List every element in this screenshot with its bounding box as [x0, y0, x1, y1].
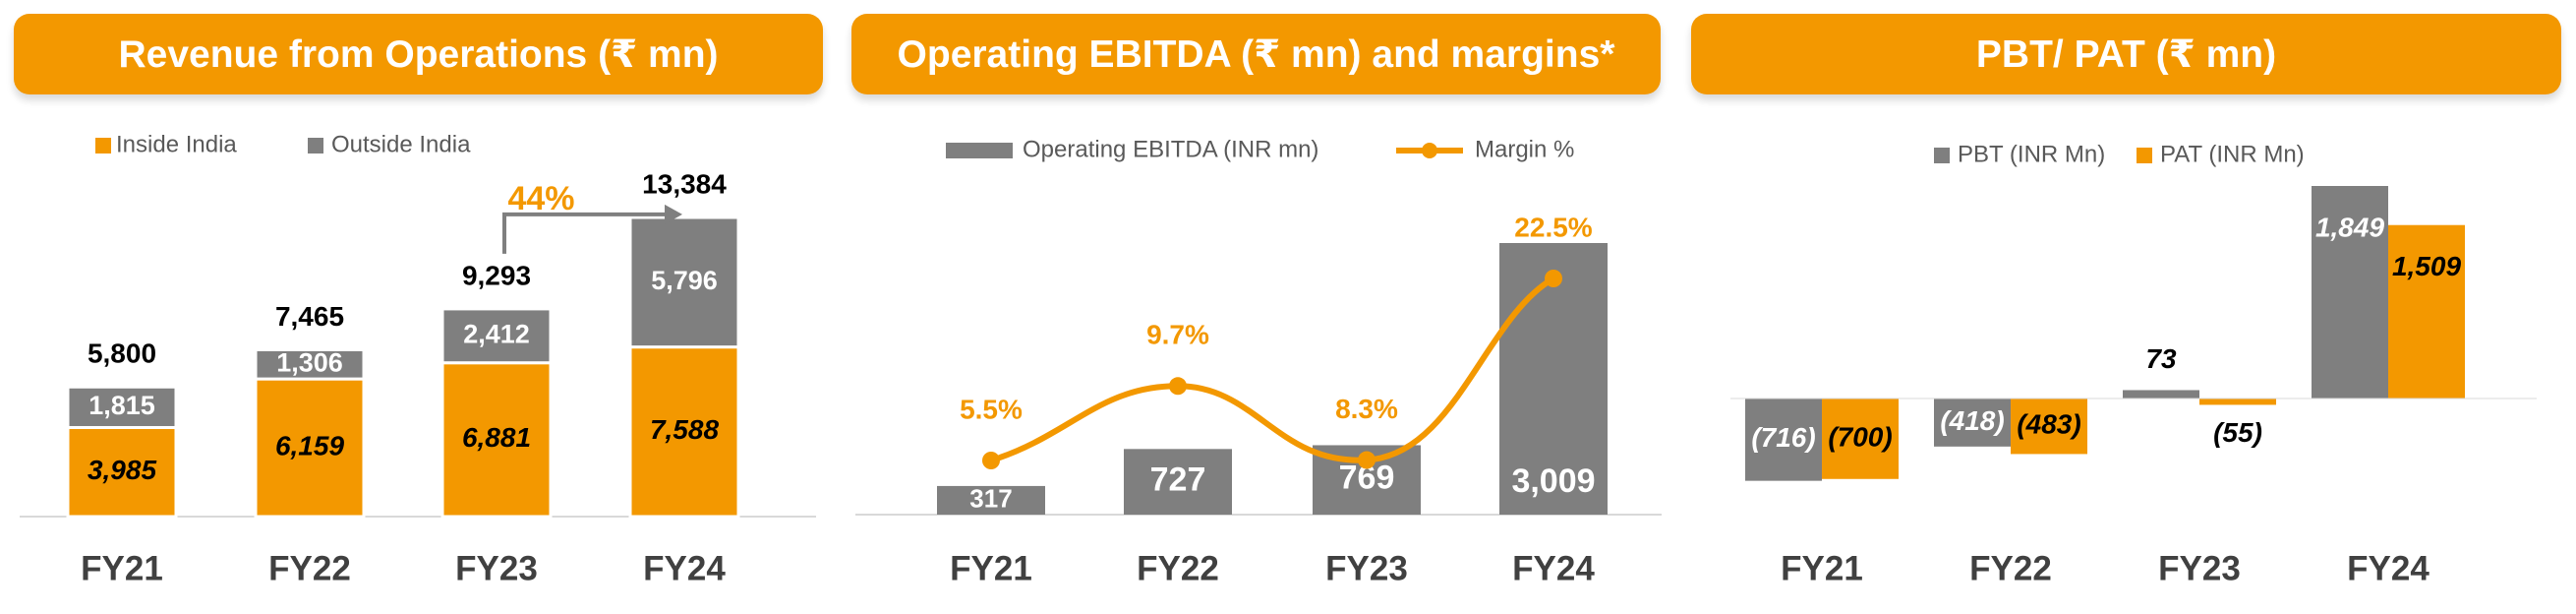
- ebitda-category-label: FY23: [1325, 549, 1408, 587]
- legend-swatch-ebitda: [946, 143, 1013, 158]
- ebitda-bar: [937, 485, 1045, 515]
- pbt-pat-category-label: FY22: [1969, 549, 2052, 587]
- pbt-pat-category-label: FY23: [2158, 549, 2241, 587]
- revenue-value-label-inside: 6,881: [462, 422, 531, 453]
- pat-bar: [2011, 399, 2087, 455]
- legend-swatch-margin-marker: [1422, 143, 1437, 158]
- ebitda-bar: [1124, 449, 1232, 515]
- legend-swatch-outside-india: [308, 138, 323, 154]
- legend-label-pat: PAT (INR Mn): [2160, 141, 2305, 167]
- pat-bar: [2388, 224, 2465, 399]
- revenue-value-label-inside: 6,159: [275, 430, 344, 460]
- revenue-value-label-inside: 7,588: [650, 414, 719, 445]
- ebitda-category-label: FY21: [950, 549, 1032, 587]
- revenue-bar-inside-india: [440, 361, 553, 519]
- revenue-value-label-outside: 5,796: [651, 266, 718, 295]
- revenue-category-label: FY23: [455, 549, 538, 587]
- revenue-bar-inside-india: [254, 377, 366, 519]
- pbt-value-label: 73: [2145, 343, 2177, 374]
- revenue-total-label: 13,384: [642, 168, 727, 199]
- pbt-value-label: (716): [1751, 422, 1815, 453]
- ebitda-bar: [1499, 243, 1608, 515]
- pbt-pat-panel-title: PBT/ PAT (₹ mn): [1691, 14, 2561, 94]
- legend-label-ebitda: Operating EBITDA (INR mn): [1023, 136, 1318, 162]
- ebitda-category-label: FY22: [1137, 549, 1219, 587]
- revenue-category-label: FY21: [81, 549, 163, 587]
- revenue-total-label: 7,465: [275, 301, 344, 332]
- pbt-bar: [2123, 390, 2199, 399]
- legend-label-outside-india: Outside India: [331, 131, 471, 157]
- ebitda-value-label: 727: [1150, 461, 1206, 499]
- pbt-pat-category-label: FY21: [1781, 549, 1863, 587]
- legend-swatch-pbt: [1934, 148, 1950, 163]
- growth-annotation-label: 44%: [507, 180, 574, 217]
- margin-value-label: 5.5%: [960, 394, 1023, 424]
- revenue-bar-outside-india: [254, 347, 366, 381]
- margin-value-label: 8.3%: [1335, 394, 1398, 424]
- revenue-value-label-inside: 3,985: [88, 455, 156, 485]
- revenue-category-label: FY24: [643, 549, 726, 587]
- pbt-bar: [2312, 186, 2388, 399]
- legend-swatch-pat: [2137, 148, 2152, 163]
- margin-marker: [1169, 377, 1187, 396]
- margin-marker: [1358, 451, 1376, 469]
- margin-marker: [1545, 270, 1562, 287]
- pat-value-label: (700): [1828, 421, 1892, 452]
- revenue-panel-title: Revenue from Operations (₹ mn): [14, 14, 823, 94]
- ebitda-panel-title: Operating EBITDA (₹ mn) and margins*: [851, 14, 1661, 94]
- pbt-value-label: (418): [1940, 405, 2004, 436]
- growth-arrow-line: [502, 212, 665, 254]
- pbt-bar: [1745, 399, 1822, 481]
- revenue-bar-outside-india: [440, 307, 553, 365]
- pat-value-label: 1,509: [2392, 251, 2461, 281]
- margin-line: [990, 276, 1555, 463]
- ebitda-value-label: 317: [969, 483, 1012, 513]
- pat-value-label: (55): [2213, 417, 2262, 448]
- legend-swatch-inside-india: [95, 138, 111, 154]
- legend-label-pbt: PBT (INR Mn): [1958, 141, 2105, 167]
- margin-value-label: 22.5%: [1514, 212, 1592, 242]
- pbt-pat-category-label: FY24: [2347, 549, 2430, 587]
- revenue-value-label-outside: 1,306: [276, 347, 343, 377]
- revenue-total-label: 9,293: [462, 260, 531, 290]
- pbt-value-label: 1,849: [2315, 212, 2384, 242]
- revenue-bar-outside-india: [628, 215, 740, 349]
- margin-value-label: 9.7%: [1146, 320, 1209, 350]
- pat-bar: [1822, 399, 1899, 479]
- pat-bar: [2199, 399, 2276, 405]
- revenue-total-label: 5,800: [88, 338, 156, 369]
- margin-marker: [982, 452, 1000, 469]
- ebitda-category-label: FY24: [1512, 549, 1595, 587]
- revenue-category-label: FY22: [268, 549, 351, 587]
- revenue-value-label-outside: 2,412: [463, 319, 530, 348]
- legend-label-inside-india: Inside India: [116, 131, 237, 157]
- legend-label-margin: Margin %: [1475, 136, 1574, 162]
- pat-value-label: (483): [2017, 409, 2080, 440]
- ebitda-value-label: 3,009: [1511, 462, 1595, 500]
- revenue-bar-inside-india: [628, 345, 740, 519]
- growth-arrow-head: [665, 204, 682, 224]
- revenue-bar-outside-india: [66, 385, 178, 429]
- revenue-value-label-outside: 1,815: [88, 391, 155, 420]
- pbt-bar: [1934, 399, 2011, 447]
